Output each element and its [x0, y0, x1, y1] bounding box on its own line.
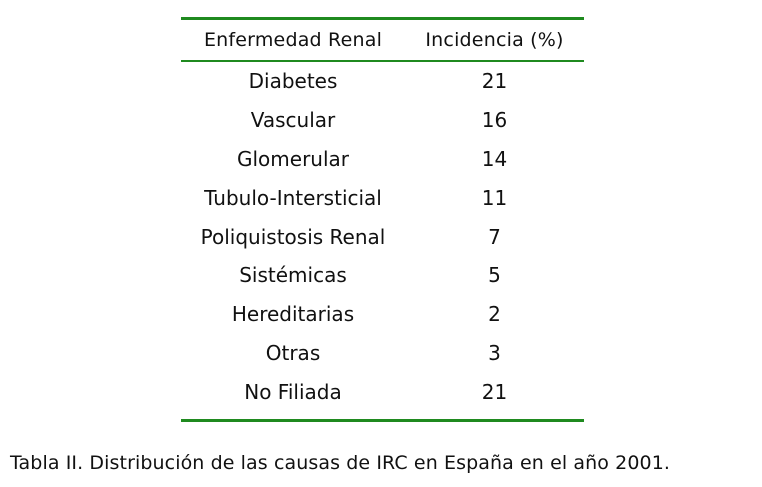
table-row: Tubulo-Intersticial 11 [181, 178, 584, 217]
disease-cell: Poliquistosis Renal [200, 224, 386, 249]
incidence-cell: 21 [481, 69, 508, 94]
table-row: No Filiada 21 [181, 372, 584, 411]
table-bottom-rule [181, 419, 584, 423]
disease-cell: Sistémicas [239, 263, 347, 288]
table-body: Diabetes 21 Vascular 16 Glomerular 14 Tu… [181, 62, 584, 419]
disease-cell: No Filiada [244, 379, 342, 404]
table-row: Sistémicas 5 [181, 256, 584, 295]
incidence-cell: 14 [481, 146, 508, 171]
incidence-table: Enfermedad Renal Incidencia (%) Diabetes… [181, 17, 584, 423]
header-cell-incidence: Incidencia (%) [405, 29, 584, 51]
header-incidence-label: Incidencia (%) [425, 29, 564, 51]
incidence-cell: 2 [488, 302, 501, 327]
table-row: Otras 3 [181, 334, 584, 373]
incidence-cell: 7 [488, 224, 501, 249]
table-caption: Tabla II. Distribución de las causas de … [10, 452, 671, 474]
table-row: Hereditarias 2 [181, 295, 584, 334]
table-header-row: Enfermedad Renal Incidencia (%) [181, 20, 584, 60]
incidence-cell: 16 [481, 108, 508, 133]
disease-cell: Hereditarias [231, 302, 355, 327]
incidence-cell: 21 [481, 379, 508, 404]
table-row: Poliquistosis Renal 7 [181, 217, 584, 256]
disease-cell: Diabetes [248, 69, 338, 94]
disease-cell: Otras [265, 340, 321, 365]
table-top-rule [181, 17, 584, 20]
incidence-cell: 3 [488, 340, 501, 365]
header-disease-label: Enfermedad Renal [203, 29, 383, 51]
disease-cell: Tubulo-Intersticial [204, 185, 382, 210]
table-row: Diabetes 21 [181, 62, 584, 101]
header-cell-disease: Enfermedad Renal [181, 29, 405, 51]
table-row: Glomerular 14 [181, 140, 584, 179]
disease-cell: Glomerular [236, 146, 349, 171]
disease-cell: Vascular [250, 108, 336, 133]
table-row: Vascular 16 [181, 101, 584, 140]
incidence-cell: 11 [481, 185, 508, 210]
incidence-cell: 5 [488, 263, 501, 288]
table-header-rule [181, 60, 584, 62]
